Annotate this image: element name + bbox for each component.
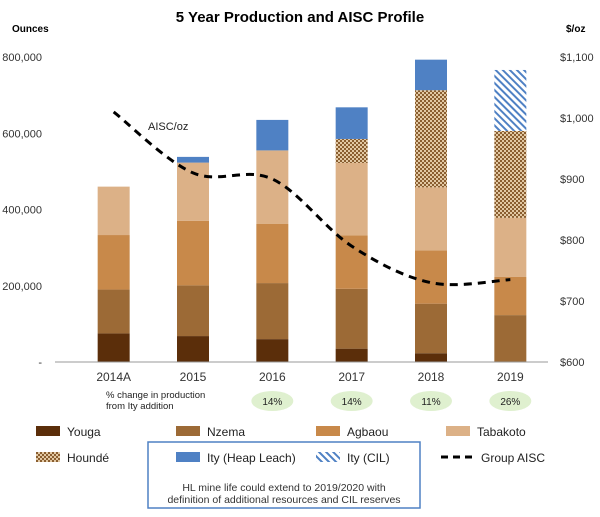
bar-segment-youga — [335, 348, 368, 362]
x-tick-label: 2017 — [338, 370, 365, 384]
bar-segment-agbaou — [177, 220, 209, 286]
group-aisc-line — [112, 110, 511, 287]
bar-segment-agbaou — [415, 250, 447, 304]
x-tick-label: 2018 — [418, 370, 445, 384]
bar-segment-agbaou — [494, 276, 527, 316]
bar-segment-nzema — [256, 283, 289, 340]
y-axis-ticks: - 200,000 400,000 600,000 800,000 — [2, 52, 42, 369]
legend-label-ity-cil: Ity (CIL) — [347, 451, 390, 465]
hl-note-line1: HL mine life could extend to 2019/2020 w… — [182, 482, 385, 494]
legend: HL mine life could extend to 2019/2020 w… — [36, 425, 545, 509]
bar-segment-ity-heap-leach — [415, 59, 447, 91]
bar-segment-agbaou — [335, 235, 368, 289]
y2-tick-label: $600 — [560, 357, 584, 369]
bar-segment-ity-heap-leach — [335, 107, 368, 139]
bar-segment-ity-cil — [494, 69, 527, 131]
pct-badge-label: 14% — [262, 397, 282, 408]
pct-badge — [251, 391, 294, 411]
y-tick-label: 600,000 — [2, 128, 42, 140]
legend-label-group-aisc: Group AISC — [481, 451, 545, 465]
pct-badge — [489, 391, 532, 411]
legend-swatch-ity-heap-leach — [176, 452, 200, 462]
pct-badge-label: 14% — [342, 397, 362, 408]
y2-tick-label: $1,000 — [560, 113, 594, 125]
y2-axis-title: $/oz — [566, 24, 585, 35]
legend-swatch-tabakoto — [446, 426, 470, 436]
bar-segment-tabakoto — [415, 187, 447, 251]
bar-segment-youga — [177, 336, 209, 362]
bar-segment-tabakoto — [256, 150, 289, 224]
y-axis-title: Ounces — [12, 24, 49, 35]
bar-segment-nzema — [177, 285, 209, 337]
y2-axis-ticks: $600 $700 $800 $900 $1,000 $1,100 — [560, 52, 594, 369]
pct-badge — [410, 391, 452, 411]
bar-segment-hound — [335, 138, 368, 163]
x-axis-ticks: 2014A 2015 2016 2017 2018 2019 — [96, 370, 524, 384]
y-tick-label: 800,000 — [2, 52, 42, 64]
legend-label-youga: Youga — [67, 425, 101, 439]
bar-segment-nzema — [335, 288, 368, 349]
pct-badge — [330, 391, 373, 411]
pct-change-label-line1: % change in production — [106, 390, 205, 401]
bar-segment-nzema — [494, 315, 527, 362]
bar-segment-ity-heap-leach — [177, 156, 209, 163]
bar-segment-youga — [97, 333, 130, 362]
hl-note-line2: definition of additional resources and C… — [167, 494, 400, 506]
bar-segment-hound — [415, 90, 447, 188]
bar-segment-nzema — [97, 289, 130, 334]
x-tick-label: 2015 — [180, 370, 207, 384]
bar-segment-agbaou — [97, 235, 130, 290]
bar-segment-hound — [494, 130, 527, 218]
x-tick-label: 2016 — [259, 370, 286, 384]
bar-segment-nzema — [415, 303, 447, 354]
legend-swatch-nzema — [176, 426, 200, 436]
legend-label-hound: Houndé — [67, 451, 109, 465]
legend-swatch-ity-cil — [316, 452, 340, 462]
y2-tick-label: $1,100 — [560, 52, 594, 64]
x-tick-label: 2014A — [96, 370, 131, 384]
hl-note-box — [147, 441, 421, 509]
bar-segment-tabakoto — [494, 217, 527, 277]
chart-title: 5 Year Production and AISC Profile — [176, 9, 424, 26]
pct-change-badges: 14% 14% 11% 26% — [251, 391, 532, 411]
y-tick-label: 200,000 — [2, 281, 42, 293]
bar-segment-youga — [415, 353, 447, 362]
x-tick-label: 2019 — [497, 370, 524, 384]
bar-segment-agbaou — [256, 223, 289, 284]
legend-label-agbaou: Agbaou — [347, 425, 388, 439]
bar-segment-tabakoto — [97, 186, 130, 236]
pct-badge-label: 26% — [500, 397, 520, 408]
bar-segment-youga — [256, 339, 289, 362]
pct-change-label-line2: from Ity addition — [106, 401, 174, 412]
legend-label-ity-heap-leach: Ity (Heap Leach) — [207, 451, 296, 465]
legend-swatch-youga — [36, 426, 60, 436]
bar-segment-tabakoto — [335, 162, 368, 236]
legend-swatch-hound — [36, 452, 60, 462]
legend-swatch-agbaou — [316, 426, 340, 436]
aisc-line-label: AISC/oz — [148, 121, 188, 133]
y2-tick-label: $900 — [560, 174, 584, 186]
y2-tick-label: $700 — [560, 296, 584, 308]
y-tick-label: - — [38, 357, 42, 369]
bar-stacks — [97, 59, 527, 362]
y-tick-label: 400,000 — [2, 205, 42, 217]
pct-badge-label: 11% — [421, 397, 440, 408]
bar-segment-ity-heap-leach — [256, 119, 289, 151]
legend-label-nzema: Nzema — [207, 425, 245, 439]
y2-tick-label: $800 — [560, 235, 584, 247]
legend-label-tabakoto: Tabakoto — [477, 425, 526, 439]
